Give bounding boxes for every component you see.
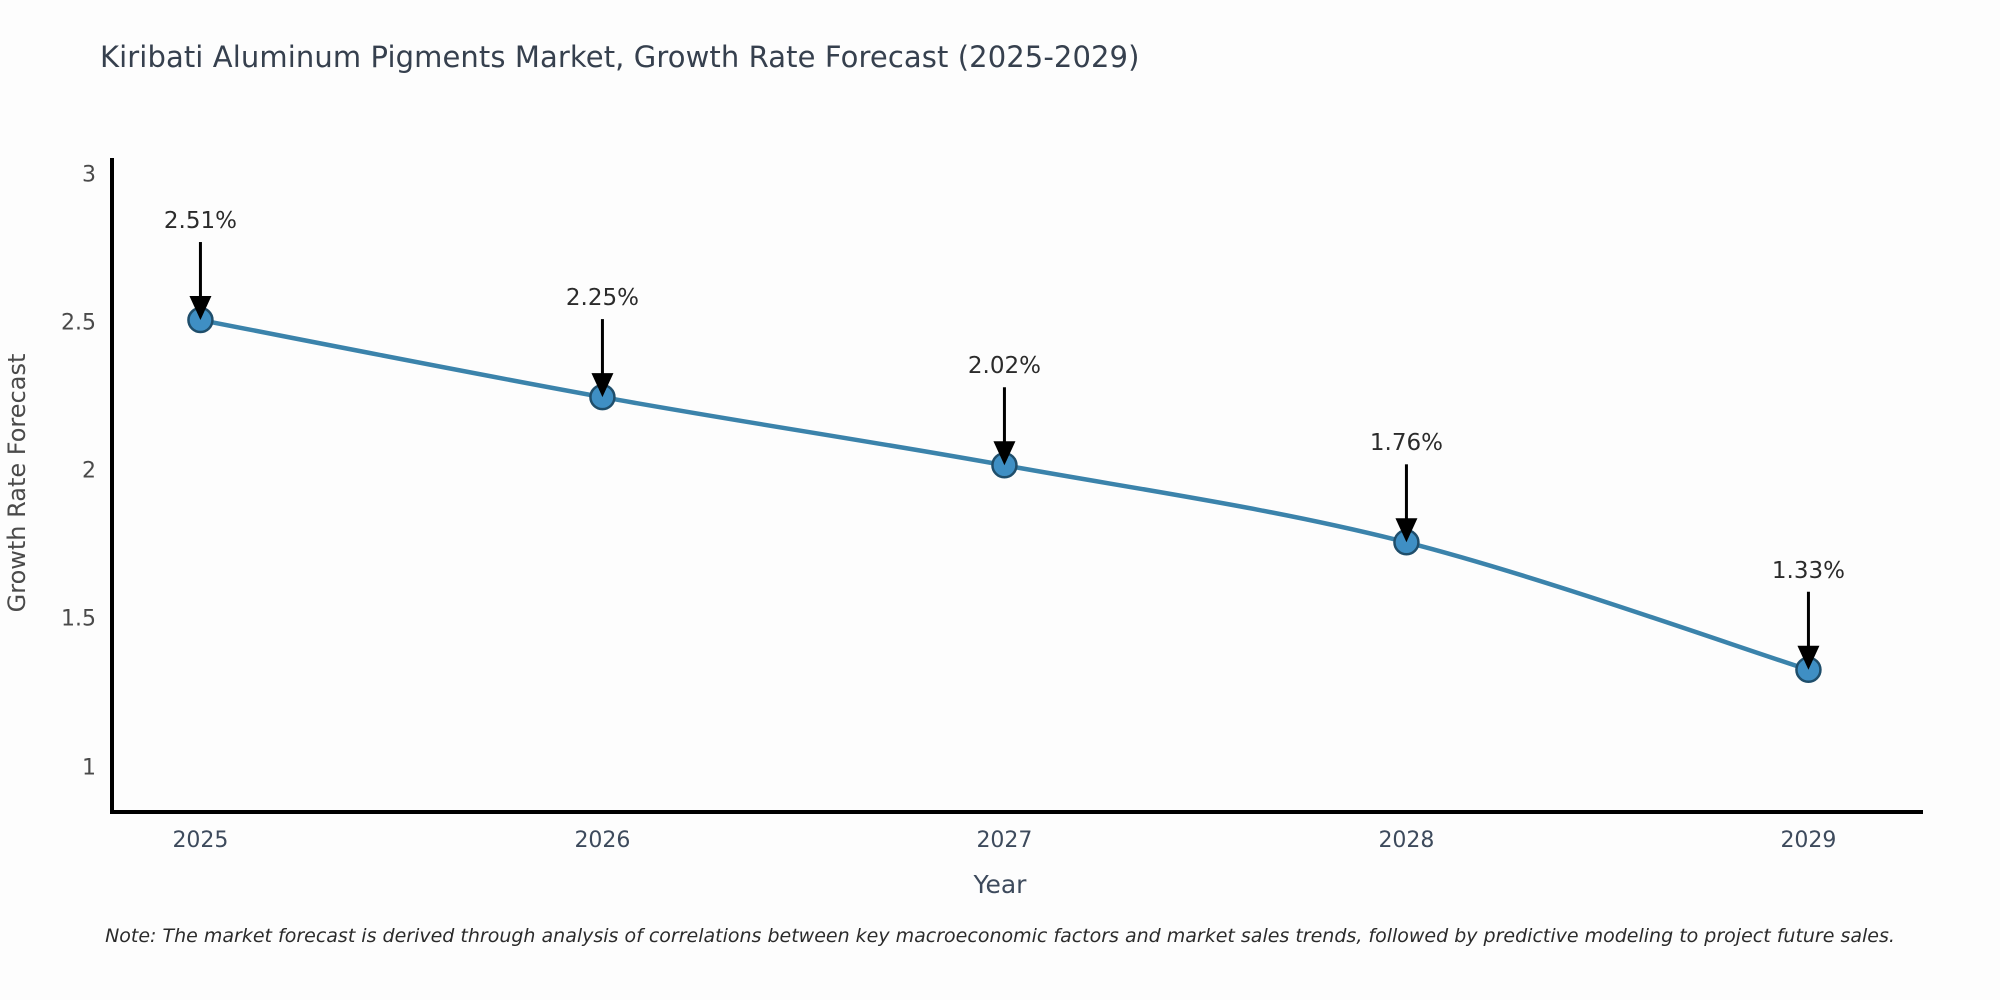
annotation-arrow-head — [591, 373, 614, 398]
x-axis-tick-label: 2026 — [574, 828, 631, 853]
annotation-arrow-head — [1797, 645, 1820, 670]
data-point-marker[interactable] — [187, 306, 214, 334]
chart-footnote: Note: The market forecast is derived thr… — [105, 925, 1895, 947]
y-axis-tick-label: 2 — [82, 458, 96, 484]
data-point-marker[interactable] — [589, 383, 616, 411]
data-point-marker[interactable] — [1795, 656, 1822, 683]
data-point-label: 2.02% — [967, 353, 1041, 380]
data-point-label: 2.51% — [163, 208, 237, 235]
data-point-label: 1.33% — [1771, 557, 1845, 584]
y-axis-tick-labels: 1 1.5 2 2.5 3 — [0, 0, 96, 1000]
y-axis-tick-label: 3 — [82, 162, 96, 188]
data-point-marker[interactable] — [1393, 529, 1420, 556]
x-axis-tick-label: 2027 — [976, 828, 1033, 853]
x-axis-title: Year — [973, 870, 1027, 899]
annotation-arrow-head — [189, 296, 212, 321]
annotation-arrow-head — [1395, 518, 1418, 543]
x-axis-tick-label: 2029 — [1780, 828, 1837, 853]
x-axis-tick-label: 2025 — [172, 828, 229, 853]
y-axis-tick-label: 2.5 — [61, 310, 96, 336]
x-axis-tick-label: 2028 — [1378, 828, 1435, 853]
page-title: Kiribati Aluminum Pigments Market, Growt… — [100, 40, 1140, 74]
data-point-label: 1.76% — [1369, 430, 1443, 457]
data-point-marker[interactable] — [991, 452, 1018, 479]
y-axis-title: Growth Rate Forecast — [3, 353, 31, 613]
x-axis-line — [110, 810, 1923, 814]
y-axis-line — [110, 158, 114, 814]
y-axis-tick-label: 1 — [82, 755, 96, 781]
annotation-arrow-head — [993, 441, 1016, 466]
data-point-label: 2.25% — [565, 285, 639, 312]
y-axis-tick-label: 1.5 — [61, 606, 96, 632]
